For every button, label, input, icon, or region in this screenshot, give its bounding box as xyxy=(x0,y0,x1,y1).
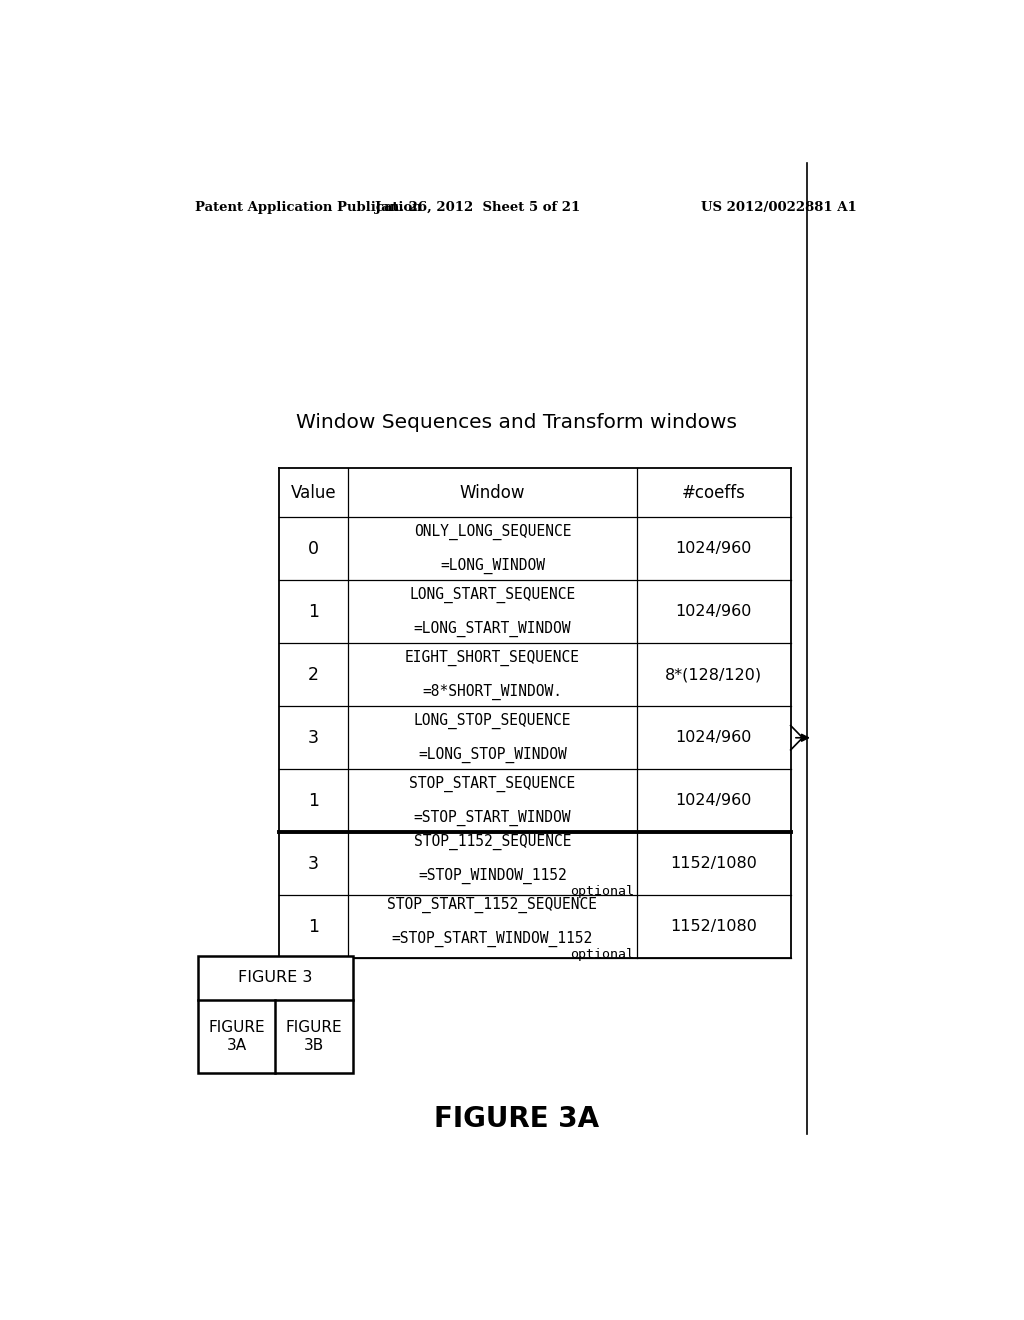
Text: 1024/960: 1024/960 xyxy=(676,730,752,746)
Text: US 2012/0022881 A1: US 2012/0022881 A1 xyxy=(700,201,857,214)
Text: 1152/1080: 1152/1080 xyxy=(671,919,758,935)
Text: 0: 0 xyxy=(308,540,318,557)
Text: =STOP_START_WINDOW_1152: =STOP_START_WINDOW_1152 xyxy=(392,931,593,946)
Text: FIGURE 3: FIGURE 3 xyxy=(238,970,312,986)
Text: 1152/1080: 1152/1080 xyxy=(671,857,758,871)
Text: 1024/960: 1024/960 xyxy=(676,793,752,808)
Text: 1024/960: 1024/960 xyxy=(676,605,752,619)
Text: =STOP_START_WINDOW: =STOP_START_WINDOW xyxy=(414,810,571,826)
Text: LONG_START_SEQUENCE: LONG_START_SEQUENCE xyxy=(410,586,575,602)
Text: =LONG_WINDOW: =LONG_WINDOW xyxy=(440,558,545,574)
Text: STOP_1152_SEQUENCE: STOP_1152_SEQUENCE xyxy=(414,833,571,850)
Text: 1: 1 xyxy=(308,603,318,620)
Text: 2: 2 xyxy=(308,665,318,684)
Text: 3: 3 xyxy=(308,855,318,873)
Text: optional: optional xyxy=(570,948,634,961)
Text: FIGURE
3B: FIGURE 3B xyxy=(286,1020,342,1052)
Text: FIGURE
3A: FIGURE 3A xyxy=(208,1020,265,1052)
Text: ONLY_LONG_SEQUENCE: ONLY_LONG_SEQUENCE xyxy=(414,523,571,540)
Text: =LONG_STOP_WINDOW: =LONG_STOP_WINDOW xyxy=(418,747,567,763)
Bar xyxy=(198,956,352,1073)
Text: Value: Value xyxy=(291,484,336,502)
Text: 1024/960: 1024/960 xyxy=(676,541,752,556)
Text: Window: Window xyxy=(460,484,525,502)
Text: Window Sequences and Transform windows: Window Sequences and Transform windows xyxy=(296,413,737,432)
Text: LONG_STOP_SEQUENCE: LONG_STOP_SEQUENCE xyxy=(414,713,571,729)
Text: STOP_START_1152_SEQUENCE: STOP_START_1152_SEQUENCE xyxy=(387,896,597,912)
Text: =8*SHORT_WINDOW.: =8*SHORT_WINDOW. xyxy=(423,684,562,700)
Text: 3: 3 xyxy=(308,729,318,747)
Text: STOP_START_SEQUENCE: STOP_START_SEQUENCE xyxy=(410,775,575,792)
Text: 1: 1 xyxy=(308,917,318,936)
Text: 8*(128/120): 8*(128/120) xyxy=(666,667,763,682)
Text: Patent Application Publication: Patent Application Publication xyxy=(196,201,422,214)
Text: Jan. 26, 2012  Sheet 5 of 21: Jan. 26, 2012 Sheet 5 of 21 xyxy=(375,201,580,214)
Text: EIGHT_SHORT_SEQUENCE: EIGHT_SHORT_SEQUENCE xyxy=(404,649,580,665)
Text: FIGURE 3A: FIGURE 3A xyxy=(434,1105,599,1133)
Text: =LONG_START_WINDOW: =LONG_START_WINDOW xyxy=(414,620,571,638)
Text: 1: 1 xyxy=(308,792,318,809)
Text: =STOP_WINDOW_1152: =STOP_WINDOW_1152 xyxy=(418,867,567,884)
Text: #coeffs: #coeffs xyxy=(682,484,745,502)
Text: optional: optional xyxy=(570,884,634,898)
